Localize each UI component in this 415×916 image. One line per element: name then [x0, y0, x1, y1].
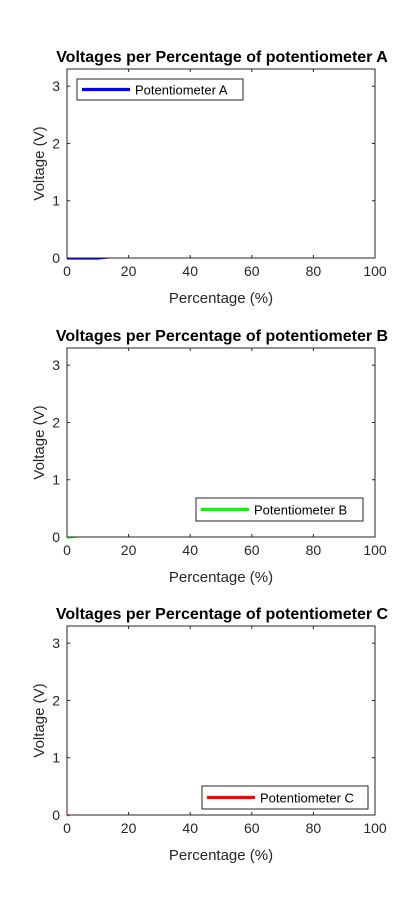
y-tick-label: 2 [52, 692, 60, 708]
chart-panel-b: 0 20 40 60 80 100 0 1 2 3 Voltages per Percentage … [31, 328, 388, 586]
y-tick-label: 2 [52, 414, 60, 430]
x-tick-label: 60 [244, 263, 260, 279]
chart-title: Voltages per Percentage of potentiometer… [56, 606, 389, 623]
chart-panel-a: 0 20 40 60 80 100 0 1 2 3 Voltages per Percentage … [31, 49, 388, 307]
y-tick-label: 0 [52, 529, 60, 545]
y-tick-label: 0 [52, 250, 60, 266]
y-axis-label: Voltage (V) [31, 683, 48, 757]
x-tick-label: 0 [63, 542, 71, 558]
legend: Potentiometer A [76, 78, 244, 101]
legend: Potentiometer C [201, 785, 369, 810]
x-axis-label: Percentage (%) [169, 569, 273, 586]
y-tick-label: 3 [52, 78, 60, 94]
x-tick-label: 40 [182, 263, 198, 279]
y-tick-label: 1 [52, 472, 60, 488]
y-tick-label: 1 [52, 750, 60, 766]
x-tick-label: 60 [244, 542, 260, 558]
legend-box [201, 785, 369, 810]
x-tick-label: 60 [244, 820, 260, 836]
y-tick-label: 3 [52, 357, 60, 373]
x-tick-label: 100 [363, 263, 387, 279]
legend-label: Potentiometer A [135, 83, 228, 98]
chart-title: Voltages per Percentage of potentiometer… [56, 49, 388, 66]
x-axis-label: Percentage (%) [169, 290, 273, 307]
x-tick-label: 100 [363, 820, 387, 836]
x-tick-label: 80 [306, 820, 322, 836]
x-tick-label: 100 [363, 542, 387, 558]
y-tick-label: 2 [52, 135, 60, 151]
x-tick-label: 20 [121, 542, 137, 558]
y-tick-label: 0 [52, 807, 60, 823]
x-tick-label: 0 [63, 263, 71, 279]
x-tick-label: 40 [182, 542, 198, 558]
chart-panel-c: 0 20 40 60 80 100 0 1 2 3 Voltages per Percentage … [31, 606, 389, 864]
legend-label: Potentiometer C [260, 791, 354, 806]
x-tick-label: 80 [306, 263, 322, 279]
y-axis-label: Voltage (V) [31, 405, 48, 479]
x-tick-label: 80 [306, 542, 322, 558]
x-tick-label: 0 [63, 820, 71, 836]
legend-box [76, 78, 244, 101]
y-tick-label: 1 [52, 193, 60, 209]
chart-title: Voltages per Percentage of potentiometer… [56, 328, 388, 345]
legend-box [195, 497, 364, 522]
y-tick-label: 3 [52, 635, 60, 651]
x-tick-label: 40 [182, 820, 198, 836]
x-tick-label: 20 [121, 263, 137, 279]
x-axis-label: Percentage (%) [169, 847, 273, 864]
axes-box [66, 625, 376, 816]
x-tick-label: 20 [121, 820, 137, 836]
y-axis-label: Voltage (V) [31, 126, 48, 200]
legend-label: Potentiometer B [254, 503, 347, 518]
legend: Potentiometer B [195, 497, 364, 522]
